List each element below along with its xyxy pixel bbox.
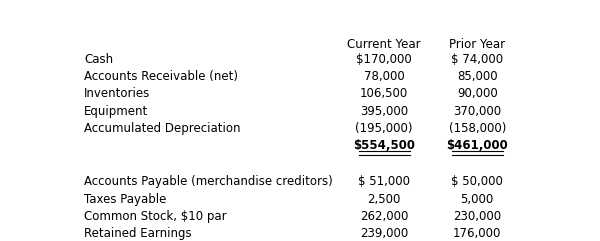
- Text: Common Stock, $10 par: Common Stock, $10 par: [84, 210, 227, 223]
- Text: 262,000: 262,000: [360, 210, 409, 223]
- Text: Equipment: Equipment: [84, 105, 149, 118]
- Text: $ 74,000: $ 74,000: [451, 53, 503, 66]
- Text: $554,500: $554,500: [353, 139, 415, 152]
- Text: Taxes Payable: Taxes Payable: [84, 193, 167, 206]
- Text: 106,500: 106,500: [360, 87, 409, 100]
- Text: $461,000: $461,000: [446, 139, 508, 152]
- Text: (158,000): (158,000): [449, 122, 506, 135]
- Text: 5,000: 5,000: [461, 193, 494, 206]
- Text: Cash: Cash: [84, 53, 113, 66]
- Text: 370,000: 370,000: [453, 105, 501, 118]
- Text: $170,000: $170,000: [356, 53, 412, 66]
- Text: Retained Earnings: Retained Earnings: [84, 227, 192, 240]
- Text: 2,500: 2,500: [368, 193, 401, 206]
- Text: 90,000: 90,000: [457, 87, 497, 100]
- Text: 85,000: 85,000: [457, 70, 497, 83]
- Text: Accumulated Depreciation: Accumulated Depreciation: [84, 122, 241, 135]
- Text: $ 50,000: $ 50,000: [451, 175, 503, 188]
- Text: Inventories: Inventories: [84, 87, 151, 100]
- Text: (195,000): (195,000): [355, 122, 413, 135]
- Text: Current Year: Current Year: [347, 38, 421, 51]
- Text: $ 51,000: $ 51,000: [358, 175, 410, 188]
- Text: 78,000: 78,000: [364, 70, 404, 83]
- Text: Prior Year: Prior Year: [449, 38, 505, 51]
- Text: 239,000: 239,000: [360, 227, 409, 240]
- Text: 395,000: 395,000: [360, 105, 408, 118]
- Text: 230,000: 230,000: [453, 210, 501, 223]
- Text: Accounts Payable (merchandise creditors): Accounts Payable (merchandise creditors): [84, 175, 333, 188]
- Text: Accounts Receivable (net): Accounts Receivable (net): [84, 70, 238, 83]
- Text: 176,000: 176,000: [453, 227, 502, 240]
